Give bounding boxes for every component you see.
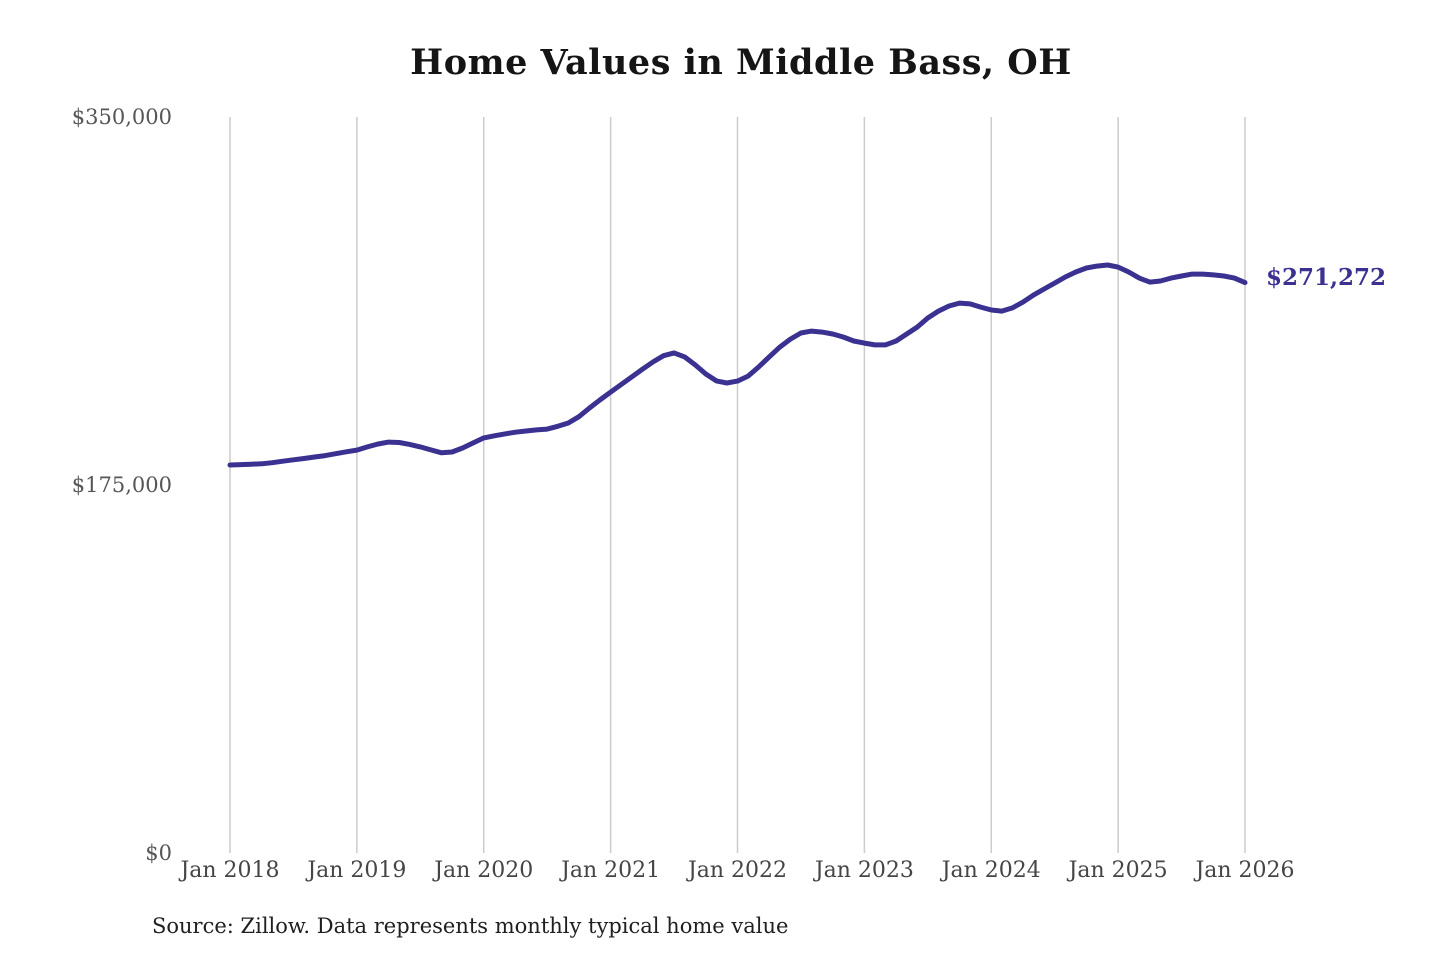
y-tick-label: $175,000 xyxy=(71,473,172,497)
x-tick-label: Jan 2026 xyxy=(1195,858,1295,883)
x-tick-label: Jan 2023 xyxy=(814,858,914,883)
x-tick-label: Jan 2021 xyxy=(561,858,661,883)
y-tick-label: $0 xyxy=(145,841,172,865)
x-tick-label: Jan 2025 xyxy=(1068,858,1168,883)
x-tick-label: Jan 2024 xyxy=(941,858,1041,883)
chart-title: Home Values in Middle Bass, OH xyxy=(410,42,1072,83)
source-note: Source: Zillow. Data represents monthly … xyxy=(152,914,789,938)
x-tick-label: Jan 2022 xyxy=(687,858,788,883)
home-value-line xyxy=(227,262,1248,468)
x-tick-label: Jan 2018 xyxy=(180,858,280,883)
y-tick-label: $350,000 xyxy=(71,105,172,129)
current-value-label: $271,272 xyxy=(1266,264,1387,291)
x-tick-label: Jan 2019 xyxy=(307,858,407,883)
x-tick-label: Jan 2020 xyxy=(434,858,534,883)
